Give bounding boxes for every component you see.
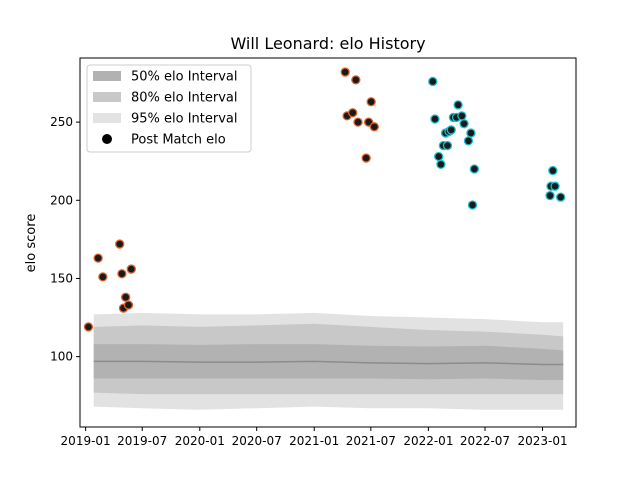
median-line-layer <box>93 360 564 366</box>
post-match-elo-point <box>442 140 453 151</box>
data-points <box>83 67 566 332</box>
post-match-elo-point <box>548 165 558 176</box>
plot-frame <box>79 57 577 428</box>
x-tick-label: 2021-01 <box>289 434 339 448</box>
post-match-elo-point <box>117 269 127 279</box>
y-tick-label: 150 <box>50 271 73 285</box>
post-match-elo-point <box>545 190 555 201</box>
x-axis: 2019-01 2019-07 2020-01 2020-07 2021-01 2021-… <box>61 427 568 448</box>
post-match-elo-point <box>550 181 560 191</box>
y-axis: 100 150 200 250 <box>50 115 80 364</box>
chart-title: Will Leonard: elo History <box>230 34 425 53</box>
post-match-elo-point <box>457 111 467 121</box>
y-tick-label: 100 <box>50 350 73 364</box>
x-tick-label: 2020-01 <box>175 434 225 448</box>
post-match-elo-point <box>469 164 480 174</box>
post-match-elo-point <box>340 67 350 77</box>
legend-swatch <box>93 92 121 102</box>
x-tick-label: 2019-07 <box>117 434 167 448</box>
interval-bands <box>93 312 564 410</box>
x-tick-label: 2019-01 <box>61 434 111 448</box>
post-match-elo-point <box>453 100 463 110</box>
post-match-elo-point <box>348 108 358 118</box>
post-match-elo-point <box>123 300 134 310</box>
post-match-elo-point <box>430 114 440 124</box>
legend-box <box>86 64 252 153</box>
legend-label: Post Match elo <box>131 133 226 148</box>
post-match-elo-point <box>436 159 446 169</box>
y-axis-label: elo score <box>24 214 39 273</box>
legend-swatch <box>93 113 121 123</box>
post-match-elo-point <box>434 151 444 162</box>
x-tick-label: 2022-07 <box>460 434 510 448</box>
post-match-elo-point <box>115 239 125 249</box>
post-match-elo-point <box>467 200 478 210</box>
post-match-elo-point <box>556 192 566 202</box>
post-match-elo-point <box>428 76 438 87</box>
legend: 50% elo Interval 80% elo Interval 95% elo … <box>86 64 252 153</box>
post-match-elo-point <box>463 136 474 146</box>
post-match-elo-point <box>369 122 379 132</box>
post-match-elo-point <box>126 264 136 274</box>
legend-marker <box>102 134 112 144</box>
y-tick-label: 250 <box>50 115 73 129</box>
post-match-elo-point <box>466 128 476 138</box>
legend-label: 80% elo Interval <box>131 91 238 106</box>
post-match-elo-point <box>83 322 94 332</box>
post-match-elo-point <box>361 153 371 163</box>
post-match-elo-point <box>366 97 376 107</box>
post-match-elo-point <box>93 253 103 263</box>
legend-label: 95% elo Interval <box>131 112 238 127</box>
x-tick-label: 2023-01 <box>517 434 567 448</box>
post-match-elo-point <box>98 272 108 282</box>
median-line <box>93 360 564 366</box>
post-match-elo-point <box>446 125 456 135</box>
post-match-elo-point <box>351 75 361 85</box>
legend-label: 50% elo Interval <box>131 70 238 85</box>
post-match-elo-point <box>353 117 363 127</box>
post-match-elo-point <box>121 292 131 302</box>
x-tick-label: 2020-07 <box>232 434 282 448</box>
x-tick-label: 2021-07 <box>346 434 396 448</box>
y-tick-label: 200 <box>50 193 73 207</box>
legend-swatch <box>93 71 121 81</box>
x-tick-label: 2022-01 <box>403 434 453 448</box>
post-match-elo-point <box>459 119 469 129</box>
